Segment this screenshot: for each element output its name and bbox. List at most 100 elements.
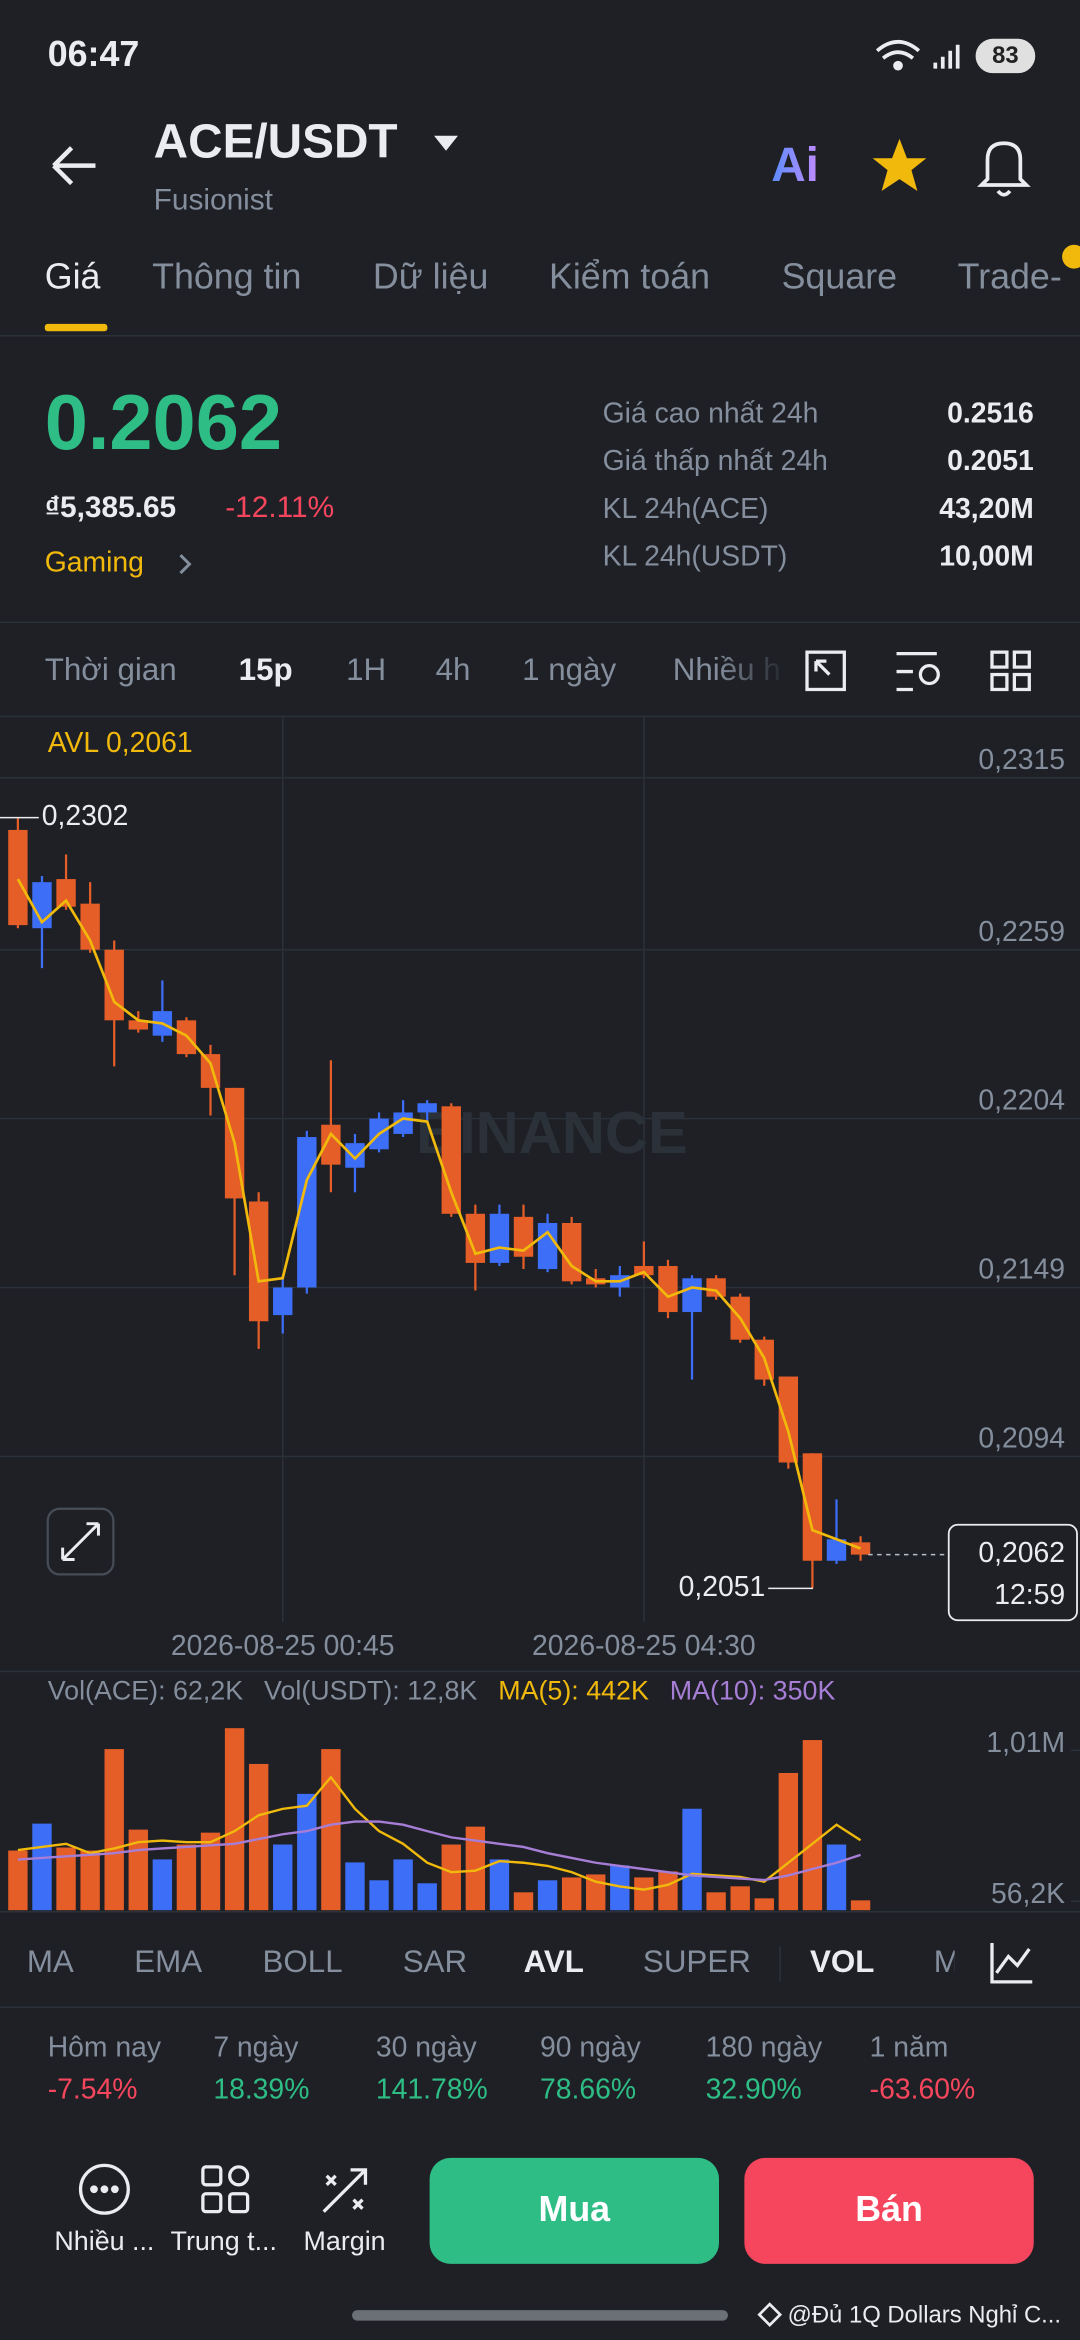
last-price: 0.2062 — [45, 380, 282, 466]
indicator[interactable]: VOL — [810, 1944, 874, 1979]
low-label: 0,2051 — [679, 1571, 766, 1603]
volume-chart: Vol(ACE): 62,2K Vol(USDT): 12,8K MA(5): 44… — [8, 1675, 1080, 1911]
volume-bar — [297, 1793, 317, 1911]
period-change: -63.60% — [870, 2073, 975, 2105]
action-label[interactable]: Margin — [304, 2226, 386, 2256]
tab[interactable]: Dữ liệu — [373, 257, 488, 297]
pair-dropdown[interactable] — [434, 135, 458, 151]
volume-bar — [417, 1883, 437, 1911]
x-tick-label: 2026-08-25 04:30 — [532, 1630, 756, 1662]
candle-body — [273, 1287, 293, 1316]
volume-bar — [176, 1844, 197, 1911]
volume-bar — [56, 1847, 76, 1911]
timeframe-label: Thời gian — [45, 652, 177, 687]
indicator[interactable]: EMA — [134, 1944, 202, 1979]
category-tag[interactable]: Gaming — [45, 547, 144, 579]
candle-body — [465, 1213, 486, 1263]
countdown: 12:59 — [994, 1579, 1065, 1611]
ai-button[interactable]: Ai — [771, 139, 819, 192]
candle-body — [658, 1265, 678, 1313]
battery-level: 83 — [992, 42, 1019, 69]
watermark: BINANCE — [416, 1099, 688, 1166]
indicator-settings[interactable] — [990, 1943, 1033, 1984]
volume-bar — [754, 1898, 774, 1911]
volume-bar — [8, 1850, 28, 1911]
indicator[interactable]: AVL — [524, 1944, 584, 1979]
volume-bar — [634, 1877, 654, 1911]
volume-bar — [778, 1772, 799, 1911]
volume-bar — [489, 1859, 510, 1911]
indicator[interactable]: SUPER — [643, 1944, 751, 1979]
timeframe[interactable]: 4h — [436, 652, 471, 687]
volume-bar — [273, 1844, 293, 1911]
candle-body — [682, 1278, 702, 1313]
buy-button[interactable] — [429, 2157, 720, 2264]
volume-bar — [80, 1850, 100, 1911]
period-label: 7 ngày — [213, 2031, 299, 2063]
pair-title[interactable]: ACE/USDT — [154, 115, 398, 168]
volume-bar — [32, 1823, 52, 1911]
alert-bell[interactable] — [977, 141, 1031, 197]
chevron — [179, 554, 192, 575]
y-tick-label: 0,2094 — [978, 1422, 1065, 1454]
high-label: 0,2302 — [42, 800, 129, 832]
volume-bar — [465, 1826, 486, 1911]
volume-bar — [850, 1900, 871, 1911]
volume-bar — [393, 1859, 413, 1911]
y-tick-label: 0,2315 — [978, 744, 1065, 776]
timeframe[interactable]: 1 ngày — [522, 652, 616, 687]
volume-legend: Vol(USDT): 12,8K — [264, 1675, 477, 1705]
candle-body — [345, 1143, 365, 1168]
tab[interactable]: Trade- — [958, 257, 1062, 297]
sell-button[interactable] — [744, 2157, 1034, 2264]
timeframe[interactable]: 1H — [346, 652, 386, 687]
volume-bar — [441, 1844, 461, 1911]
volume-bar — [730, 1886, 750, 1911]
volume-legend: MA(10): 350K — [670, 1675, 836, 1705]
action-label[interactable]: Trung t... — [171, 2226, 277, 2256]
tab[interactable]: Giá — [45, 257, 101, 297]
bottom-icons[interactable] — [78, 2163, 368, 2215]
indicator[interactable]: SAR — [403, 1944, 467, 1979]
candle-body — [537, 1222, 558, 1270]
indicator[interactable]: MA — [27, 1944, 74, 1979]
candle-body — [850, 1542, 871, 1555]
volume-bar — [152, 1859, 173, 1911]
volume-bar — [513, 1892, 534, 1911]
chart-tools[interactable] — [805, 650, 1031, 692]
last-price-label: 0,2062 — [978, 1537, 1065, 1569]
tab[interactable]: Kiểm toán — [549, 257, 710, 297]
avl-legend: AVL 0,2061 — [48, 727, 193, 759]
volume-bar — [658, 1871, 678, 1911]
home-indicator — [352, 2310, 728, 2321]
candle-body — [826, 1539, 847, 1561]
volume-legend: MA(5): 442K — [498, 1675, 649, 1705]
fiat-price: ₫5,385.65 — [45, 491, 176, 524]
status-icons — [875, 39, 960, 71]
favorite-star[interactable] — [872, 138, 927, 192]
sell-label[interactable]: Bán — [855, 2189, 923, 2229]
candle-body — [778, 1376, 799, 1463]
period-change: 32.90% — [706, 2073, 802, 2105]
volume-bar — [345, 1862, 365, 1911]
indicator[interactable]: BOLL — [263, 1944, 343, 1979]
tab[interactable]: Thông tin — [152, 257, 301, 297]
volume-bar — [248, 1763, 269, 1911]
performance: Hôm nay -7.54% 7 ngày 18.39% 30 ngày 141.78% 9… — [48, 2031, 975, 2105]
back-button[interactable] — [52, 146, 96, 186]
period-label: 1 năm — [870, 2031, 949, 2063]
action-label[interactable]: Nhiều ... — [54, 2226, 154, 2256]
volume-bar — [682, 1808, 702, 1911]
expand-button[interactable] — [46, 1507, 115, 1576]
stat-label: KL 24h(ACE) — [603, 493, 769, 525]
token-name: Fusionist — [154, 183, 274, 216]
buy-label[interactable]: Mua — [539, 2189, 612, 2229]
candle-body — [56, 879, 76, 907]
candle-body — [297, 1137, 317, 1288]
tab[interactable]: Square — [782, 257, 897, 297]
candle-body — [441, 1106, 461, 1214]
volume-bar — [826, 1844, 847, 1911]
timeframe[interactable]: 15p — [239, 652, 293, 687]
candle-body — [706, 1278, 726, 1297]
